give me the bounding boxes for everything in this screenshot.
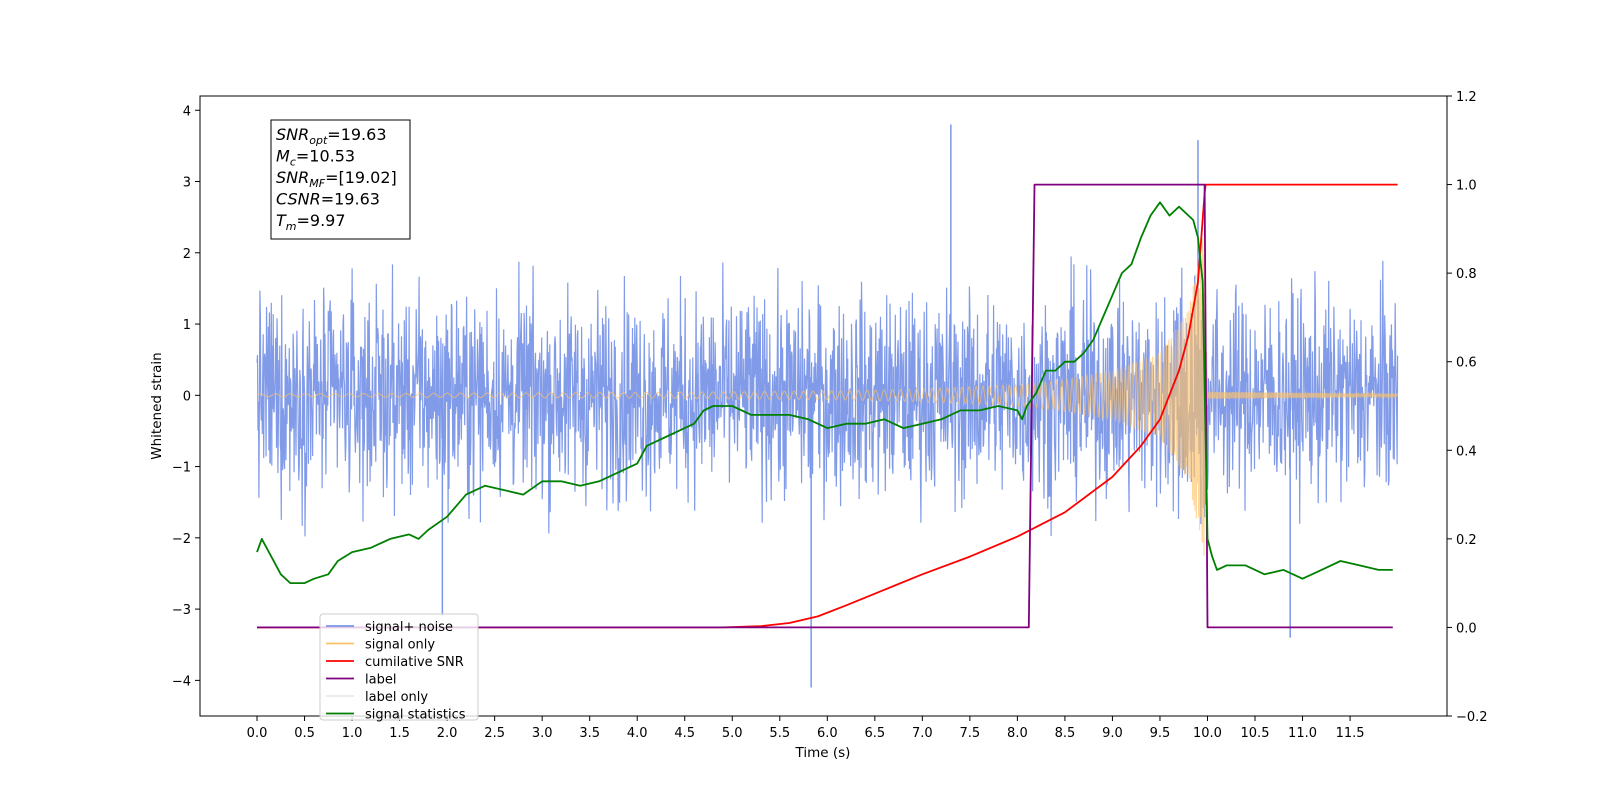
legend-frame (319, 613, 479, 721)
x-tick-label: 4.0 (627, 726, 648, 741)
x-tick-label: 6.5 (864, 726, 885, 741)
x-tick-label: 5.0 (722, 726, 743, 741)
legend-label: label only (365, 690, 428, 705)
x-tick-label: 7.0 (912, 726, 933, 741)
series-label (257, 183, 1393, 629)
x-tick-label: 10.5 (1241, 726, 1270, 741)
y-right-tick-label: 1.2 (1456, 90, 1477, 105)
y-right-tick-label: 0.4 (1456, 444, 1477, 459)
y-left-tick-label: 2 (183, 247, 191, 262)
x-tick-label: 8.0 (1007, 726, 1028, 741)
annotation-line: Tm=9.97 (276, 211, 346, 233)
x-tick-label: 4.5 (674, 726, 695, 741)
x-tick-label: 2.0 (437, 726, 458, 741)
y-left-tick-label: 0 (183, 389, 191, 404)
x-tick-label: 9.0 (1102, 726, 1123, 741)
legend-label: label (365, 673, 396, 688)
y-left-tick-label: −2 (172, 532, 191, 547)
x-axis-label: Time (s) (795, 745, 851, 761)
annotation-line: SNRMF=[19.02] (276, 168, 397, 190)
series-signal-statistics (256, 201, 1393, 584)
x-tick-label: 2.5 (484, 726, 505, 741)
y-left-tick-label: 4 (183, 104, 191, 119)
annotation-line: Mc=10.53 (276, 147, 355, 169)
annotation-line: CSNR=19.63 (276, 190, 380, 209)
x-axis: 0.0 0.5 1.0 1.5 2.0 2.5 3.0 3.5 4.0 4.5 5.0 5.5 6.0 6… (247, 716, 1365, 741)
y-axis-label-left: Whitened strain (149, 352, 165, 459)
x-tick-label: 3.5 (579, 726, 600, 741)
y-axis-right: 1.2 1.0 0.8 0.6 0.4 0.2 0.0 −0.2 (1447, 90, 1488, 725)
y-left-tick-label: −4 (172, 674, 191, 689)
series-signal-only (256, 228, 1399, 556)
x-tick-label: 0.0 (247, 726, 268, 741)
x-tick-label: 9.5 (1150, 726, 1171, 741)
annotation-frame (270, 119, 411, 240)
y-right-tick-label: 0.6 (1456, 356, 1477, 371)
y-left-tick-label: 3 (183, 176, 191, 191)
plot-area (256, 124, 1399, 688)
series-signal-noise (256, 256, 1399, 537)
legend-label: signal only (365, 638, 435, 653)
y-right-tick-label: 1.0 (1456, 179, 1477, 194)
x-tick-label: 11.0 (1288, 726, 1317, 741)
series-cumilative-snr (257, 183, 1398, 629)
y-left-tick-label: −1 (172, 461, 191, 476)
x-tick-label: 0.5 (294, 726, 315, 741)
x-tick-label: 5.5 (769, 726, 790, 741)
legend-label: signal statistics (365, 708, 466, 723)
y-right-tick-label: 0.2 (1456, 533, 1477, 548)
y-right-tick-label: 0.8 (1456, 267, 1477, 282)
y-right-tick-label: 0.0 (1456, 621, 1477, 636)
annotation-box: SNRopt=19.63Mc=10.53SNRMF=[19.02]CSNR=19… (270, 119, 411, 240)
x-tick-label: 6.0 (817, 726, 838, 741)
legend: signal+ noise signal only cumilative SNR la… (319, 613, 479, 723)
x-tick-label: 3.0 (532, 726, 553, 741)
x-tick-label: 11.5 (1336, 726, 1365, 741)
x-tick-label: 7.5 (960, 726, 981, 741)
x-tick-label: 8.5 (1055, 726, 1076, 741)
legend-label: signal+ noise (365, 620, 453, 635)
x-tick-label: 1.0 (342, 726, 363, 741)
y-left-tick-label: −3 (172, 603, 191, 618)
y-right-tick-label: −0.2 (1456, 710, 1488, 725)
x-tick-label: 1.5 (389, 726, 410, 741)
y-left-tick-label: 1 (183, 318, 191, 333)
x-tick-label: 10.0 (1193, 726, 1222, 741)
plot-frame (199, 95, 1448, 717)
y-axis-left: 4 3 2 1 0 −1 −2 −3 −4 (172, 104, 200, 689)
annotation-line: SNRopt=19.63 (276, 125, 387, 147)
legend-label: cumilative SNR (365, 655, 464, 670)
